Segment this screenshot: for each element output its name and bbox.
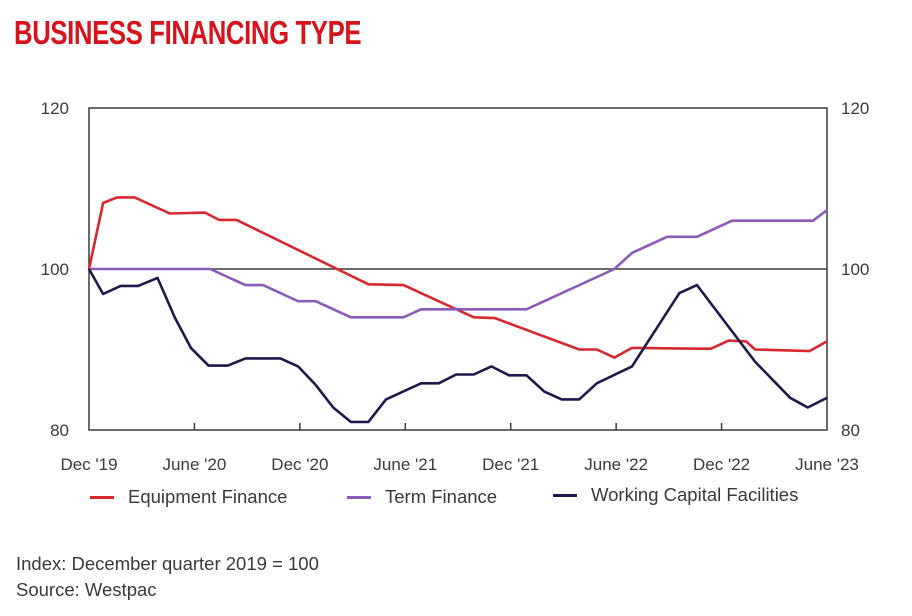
- y-tick-label-right: 100: [841, 260, 869, 279]
- x-tick-label: Dec '21: [482, 455, 539, 474]
- y-tick-label-right: 80: [841, 421, 860, 440]
- legend-label: Working Capital Facilities: [591, 484, 799, 505]
- legend-swatch-equipment-finance: [90, 495, 114, 499]
- series-line-term-finance: [89, 209, 828, 319]
- chart-plot: 80 80 100 100 120 120 Dec '19 June '20 Dec '20 J…: [41, 99, 870, 474]
- source-note: Source: Westpac: [16, 579, 157, 600]
- legend-swatch-term-finance: [347, 495, 371, 499]
- legend: Equipment Finance Term Finance Working C…: [0, 484, 912, 514]
- x-tick-label: Dec '19: [60, 455, 117, 474]
- x-tick-label: June '21: [373, 455, 437, 474]
- y-tick-label-left: 80: [50, 421, 69, 440]
- chart-title: BUSINESS FINANCING TYPE: [14, 14, 362, 51]
- series-line-working-capital-facilities: [87, 268, 828, 424]
- legend-swatch-working-capital: [553, 493, 577, 497]
- x-axis-labels: Dec '19 June '20 Dec '20 June '21 Dec '21 Jun…: [60, 455, 858, 474]
- legend-item-equipment-finance: Equipment Finance: [90, 486, 287, 508]
- x-tick-label: Dec '20: [271, 455, 328, 474]
- x-tick-label: Dec '22: [693, 455, 750, 474]
- legend-item-term-finance: Term Finance: [347, 486, 497, 508]
- x-axis-ticks: [193, 423, 723, 430]
- legend-label: Term Finance: [385, 486, 498, 507]
- y-axis-labels: 80 80 100 100 120 120: [41, 99, 870, 440]
- y-tick-label-left: 100: [41, 260, 69, 279]
- y-tick-label-left: 120: [41, 99, 69, 118]
- footnote: Index: December quarter 2019 = 100: [16, 553, 319, 574]
- series-lines: [87, 196, 828, 424]
- legend-item-working-capital: Working Capital Facilities: [553, 484, 798, 506]
- y-tick-label-right: 120: [841, 99, 869, 118]
- legend-label: Equipment Finance: [128, 486, 288, 507]
- x-tick-label: June '20: [163, 455, 227, 474]
- x-tick-label: June '23: [795, 455, 859, 474]
- series-line-equipment-finance: [87, 196, 828, 359]
- x-tick-label: June '22: [584, 455, 648, 474]
